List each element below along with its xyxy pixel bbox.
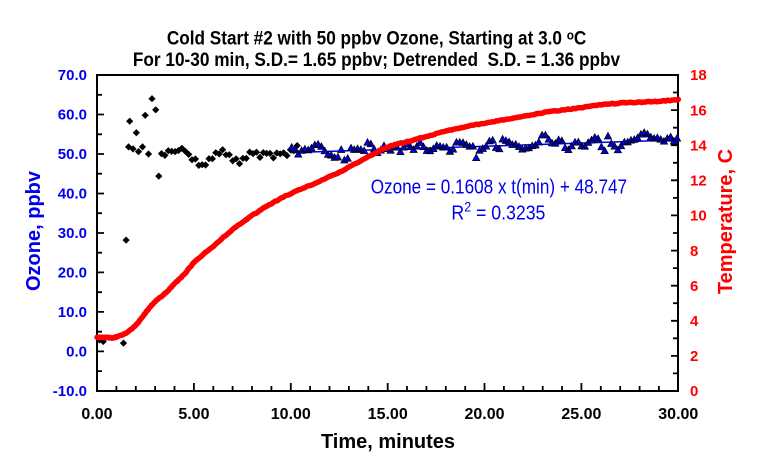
svg-text:8: 8 <box>690 243 698 260</box>
svg-text:20.0: 20.0 <box>58 265 87 282</box>
svg-text:Ozone = 0.1608 x t(min) + 48.7: Ozone = 0.1608 x t(min) + 48.747 <box>371 177 627 199</box>
svg-text:Ozone, ppbv: Ozone, ppbv <box>23 170 45 291</box>
svg-text:40.0: 40.0 <box>58 186 87 203</box>
svg-text:For 10-30 min, S.D.= 1.65 ppbv: For 10-30 min, S.D.= 1.65 ppbv; Detrende… <box>133 50 621 71</box>
svg-text:30.00: 30.00 <box>658 406 698 423</box>
svg-text:10.0: 10.0 <box>58 304 87 321</box>
svg-text:4: 4 <box>690 313 699 330</box>
svg-text:0: 0 <box>690 383 698 400</box>
svg-text:6: 6 <box>690 278 698 295</box>
svg-text:15.00: 15.00 <box>368 406 408 423</box>
svg-text:25.00: 25.00 <box>561 406 601 423</box>
svg-text:5.00: 5.00 <box>178 406 209 423</box>
svg-text:50.0: 50.0 <box>58 146 87 163</box>
svg-text:Temperature, C: Temperature, C <box>715 149 737 294</box>
svg-text:Cold Start #2 with 50 ppbv Ozo: Cold Start #2 with 50 ppbv Ozone, Starti… <box>167 27 587 49</box>
svg-text:20.00: 20.00 <box>464 406 504 423</box>
svg-text:60.0: 60.0 <box>58 107 87 124</box>
svg-text:0.00: 0.00 <box>81 406 112 423</box>
svg-text:0.0: 0.0 <box>66 344 87 361</box>
svg-text:12: 12 <box>690 173 707 190</box>
svg-text:10: 10 <box>690 208 707 225</box>
svg-text:70.0: 70.0 <box>58 67 87 84</box>
svg-text:18: 18 <box>690 67 707 84</box>
svg-text:14: 14 <box>690 137 707 154</box>
svg-text:2: 2 <box>690 348 698 365</box>
svg-text:Time, minutes: Time, minutes <box>321 431 455 453</box>
svg-text:16: 16 <box>690 102 707 119</box>
svg-text:10.00: 10.00 <box>271 406 311 423</box>
svg-text:-10.0: -10.0 <box>53 383 87 400</box>
svg-text:30.0: 30.0 <box>58 225 87 242</box>
